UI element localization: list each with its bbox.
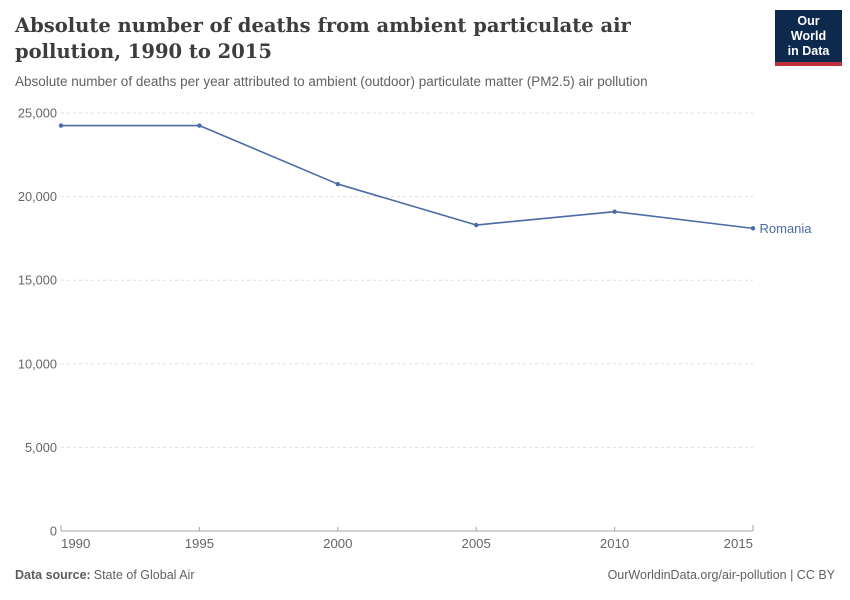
data-line-romania[interactable] — [61, 124, 754, 230]
data-point[interactable] — [750, 226, 756, 231]
y-tick-label: 20,000 — [18, 189, 57, 204]
data-source: Data source: State of Global Air — [15, 568, 195, 582]
y-tick-label: 15,000 — [18, 273, 57, 288]
y-tick-label: 0 — [50, 524, 57, 539]
y-tick-label: 5,000 — [25, 440, 57, 455]
x-tick-label: 2005 — [462, 536, 491, 551]
data-source-label: Data source: — [15, 568, 91, 582]
x-tick-label: 2000 — [323, 536, 352, 551]
chart-title: Absolute number of deaths from ambient p… — [15, 14, 631, 63]
data-point[interactable] — [335, 181, 340, 187]
series-label[interactable]: Romania — [760, 221, 813, 236]
x-tick-label: 1995 — [185, 536, 214, 551]
y-tick-label: 25,000 — [18, 106, 57, 121]
data-point[interactable] — [58, 123, 64, 128]
owid-logo[interactable]: Our World in Data — [775, 10, 842, 66]
x-tick-label: 1990 — [61, 536, 90, 551]
data-source-value: State of Global Air — [93, 568, 195, 582]
x-tick-label: 2015 — [724, 536, 753, 551]
data-point[interactable] — [197, 123, 202, 128]
x-tick-label: 2010 — [600, 536, 629, 551]
owid-url-link[interactable]: OurWorldinData.org/air-pollution | CC BY — [607, 568, 835, 582]
y-tick-label: 10,000 — [18, 356, 57, 371]
data-point[interactable] — [612, 209, 617, 214]
owid-logo-text-line1: Our World — [790, 14, 827, 43]
data-point[interactable] — [474, 222, 479, 228]
owid-logo-text-line2: in Data — [787, 44, 830, 58]
chart-subtitle: Absolute number of deaths per year attri… — [15, 74, 648, 89]
